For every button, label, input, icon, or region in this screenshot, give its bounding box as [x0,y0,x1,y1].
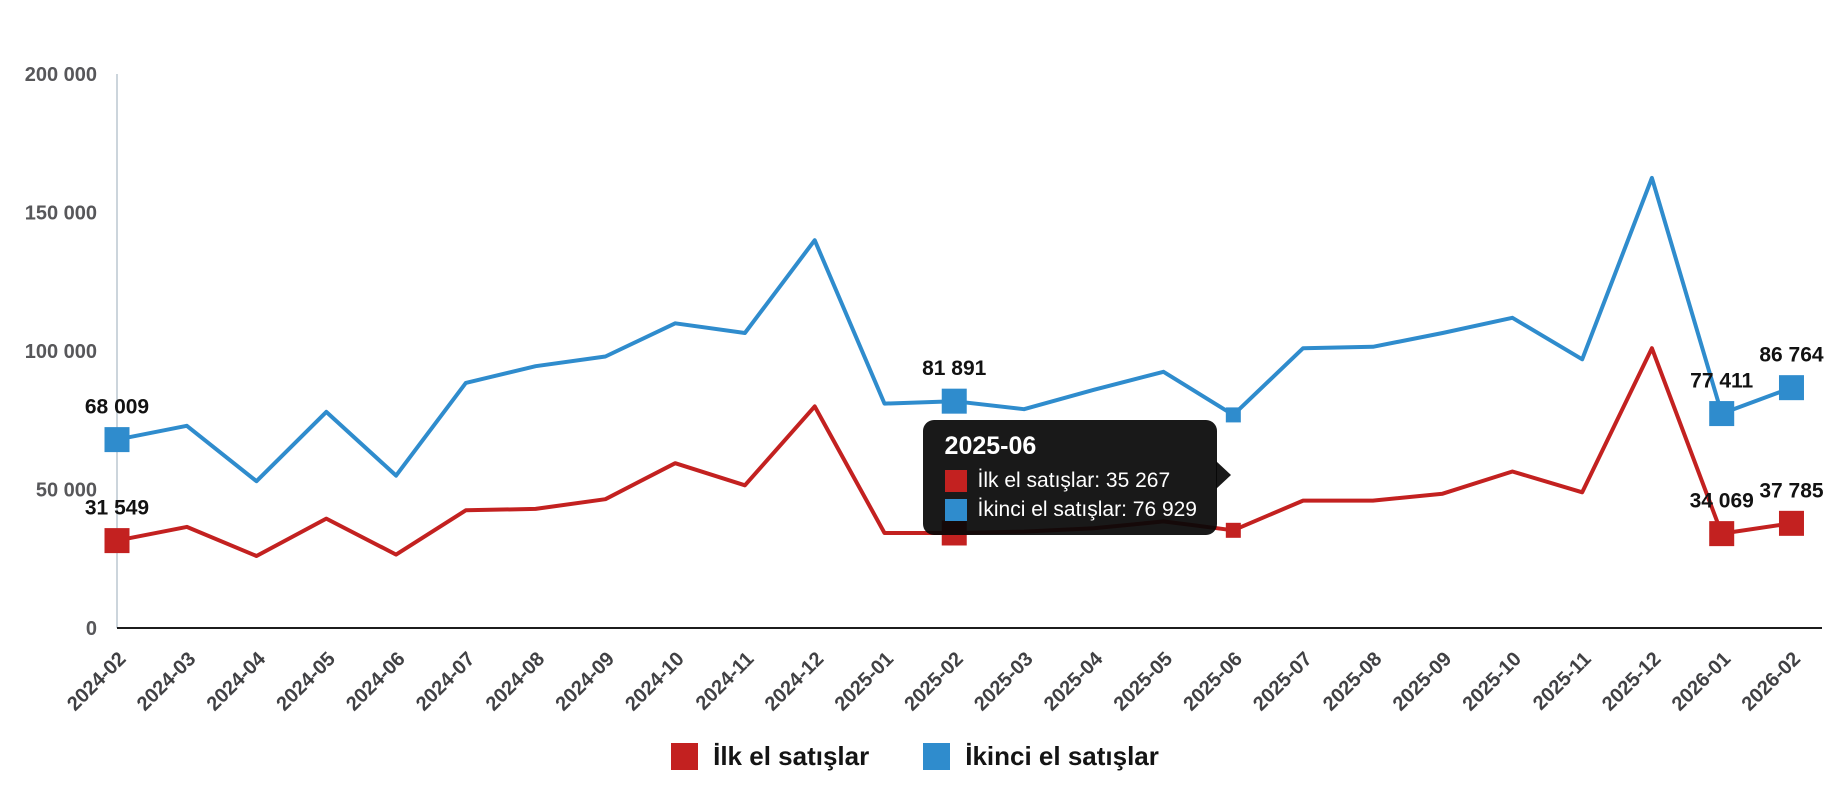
ikinci-el-swatch-icon [944,498,967,521]
x-axis-label-2025-02: 2025-02 [900,648,967,715]
data-point-ikinci-el-satislar-2026-02[interactable] [1778,375,1804,401]
chart-legend: İlk el satışlar İkinci el satışlar [0,741,1830,772]
legend-item-ikinci-el[interactable]: İkinci el satışlar [923,741,1159,772]
data-point-label: 86 764 [1759,344,1824,367]
tooltip-arrow [1216,461,1231,489]
x-axis-label-2024-03: 2024-03 [133,648,200,715]
legend-swatch-ikinci-el-icon [923,743,951,770]
data-point-ilk-el-satislar-2026-02[interactable] [1778,510,1804,536]
x-axis-label-2024-07: 2024-07 [412,648,479,715]
legend-swatch-ilk-el-icon [671,743,699,770]
data-point-ilk-el-satislar-2026-01[interactable] [1709,521,1735,547]
chart-tooltip: 2025-06 İlk el satışlar: 35 267 İkinci e… [922,420,1231,535]
data-point-label: 77 411 [1690,370,1753,393]
x-axis-label-2024-05: 2024-05 [272,648,339,715]
x-axis-label-2026-01: 2026-01 [1668,648,1735,715]
x-axis-label-2024-09: 2024-09 [551,648,618,715]
tooltip-row-text: İkinci el satışlar: 76 929 [977,498,1197,521]
y-axis-tick-label: 0 [86,618,97,640]
data-point-ilk-el-satislar-2024-02[interactable] [104,528,130,554]
x-axis-label-2026-02: 2026-02 [1738,648,1805,715]
data-point-label: 31 549 [85,497,149,520]
x-axis-label-2024-10: 2024-10 [621,648,688,715]
data-point-ikinci-el-satislar-2025-06[interactable] [1225,407,1241,423]
x-axis-label-2025-05: 2025-05 [1110,648,1177,715]
x-axis-label-2025-11: 2025-11 [1529,648,1596,715]
y-axis-tick-label: 50 000 [36,480,97,502]
x-axis-label-2025-03: 2025-03 [970,648,1037,715]
tooltip-row-text: İlk el satışlar: 35 267 [977,469,1171,492]
tooltip-row-ilk-el: İlk el satışlar: 35 267 [944,468,1197,493]
x-axis-label-2025-09: 2025-09 [1389,648,1456,715]
y-axis-tick-label: 150 000 [25,203,97,225]
x-axis-label-2025-04: 2025-04 [1040,647,1108,715]
y-axis-tick-label: 100 000 [25,341,97,363]
x-axis-label-2025-06: 2025-06 [1179,648,1246,715]
tooltip-title: 2025-06 [944,432,1037,460]
x-axis-label-2025-10: 2025-10 [1458,648,1525,715]
tooltip-row-ikinci-el: İkinci el satışlar: 76 929 [944,497,1197,522]
x-axis-label-2024-11: 2024-11 [692,648,759,715]
x-axis-label-2024-06: 2024-06 [342,648,409,715]
x-axis-label-2025-07: 2025-07 [1249,648,1316,715]
data-point-label: 68 009 [85,396,149,419]
x-axis-label-2025-08: 2025-08 [1319,648,1386,715]
legend-label-ikinci-el: İkinci el satışlar [965,741,1159,771]
x-axis-label-2024-12: 2024-12 [761,648,828,715]
y-axis-tick-label: 200 000 [25,64,97,86]
data-point-ilk-el-satislar-2025-06[interactable] [1225,522,1241,538]
x-axis-label-2024-08: 2024-08 [482,648,549,715]
legend-item-ilk-el[interactable]: İlk el satışlar [671,741,869,772]
x-axis-label-2024-04: 2024-04 [203,647,271,715]
data-point-label: 37 785 [1759,479,1824,502]
data-point-label: 34 069 [1690,490,1754,513]
data-point-label: 81 891 [922,357,987,380]
data-point-ikinci-el-satislar-2026-01[interactable] [1709,401,1735,427]
x-axis-label-2025-12: 2025-12 [1598,648,1665,715]
legend-label-ilk-el: İlk el satışlar [713,741,870,771]
data-point-ikinci-el-satislar-2024-02[interactable] [104,427,130,453]
ilk-el-swatch-icon [944,469,967,492]
x-axis-label-2025-01: 2025-01 [831,648,898,715]
data-point-ikinci-el-satislar-2025-02[interactable] [941,388,967,414]
x-axis-label-2024-02: 2024-02 [63,648,130,715]
